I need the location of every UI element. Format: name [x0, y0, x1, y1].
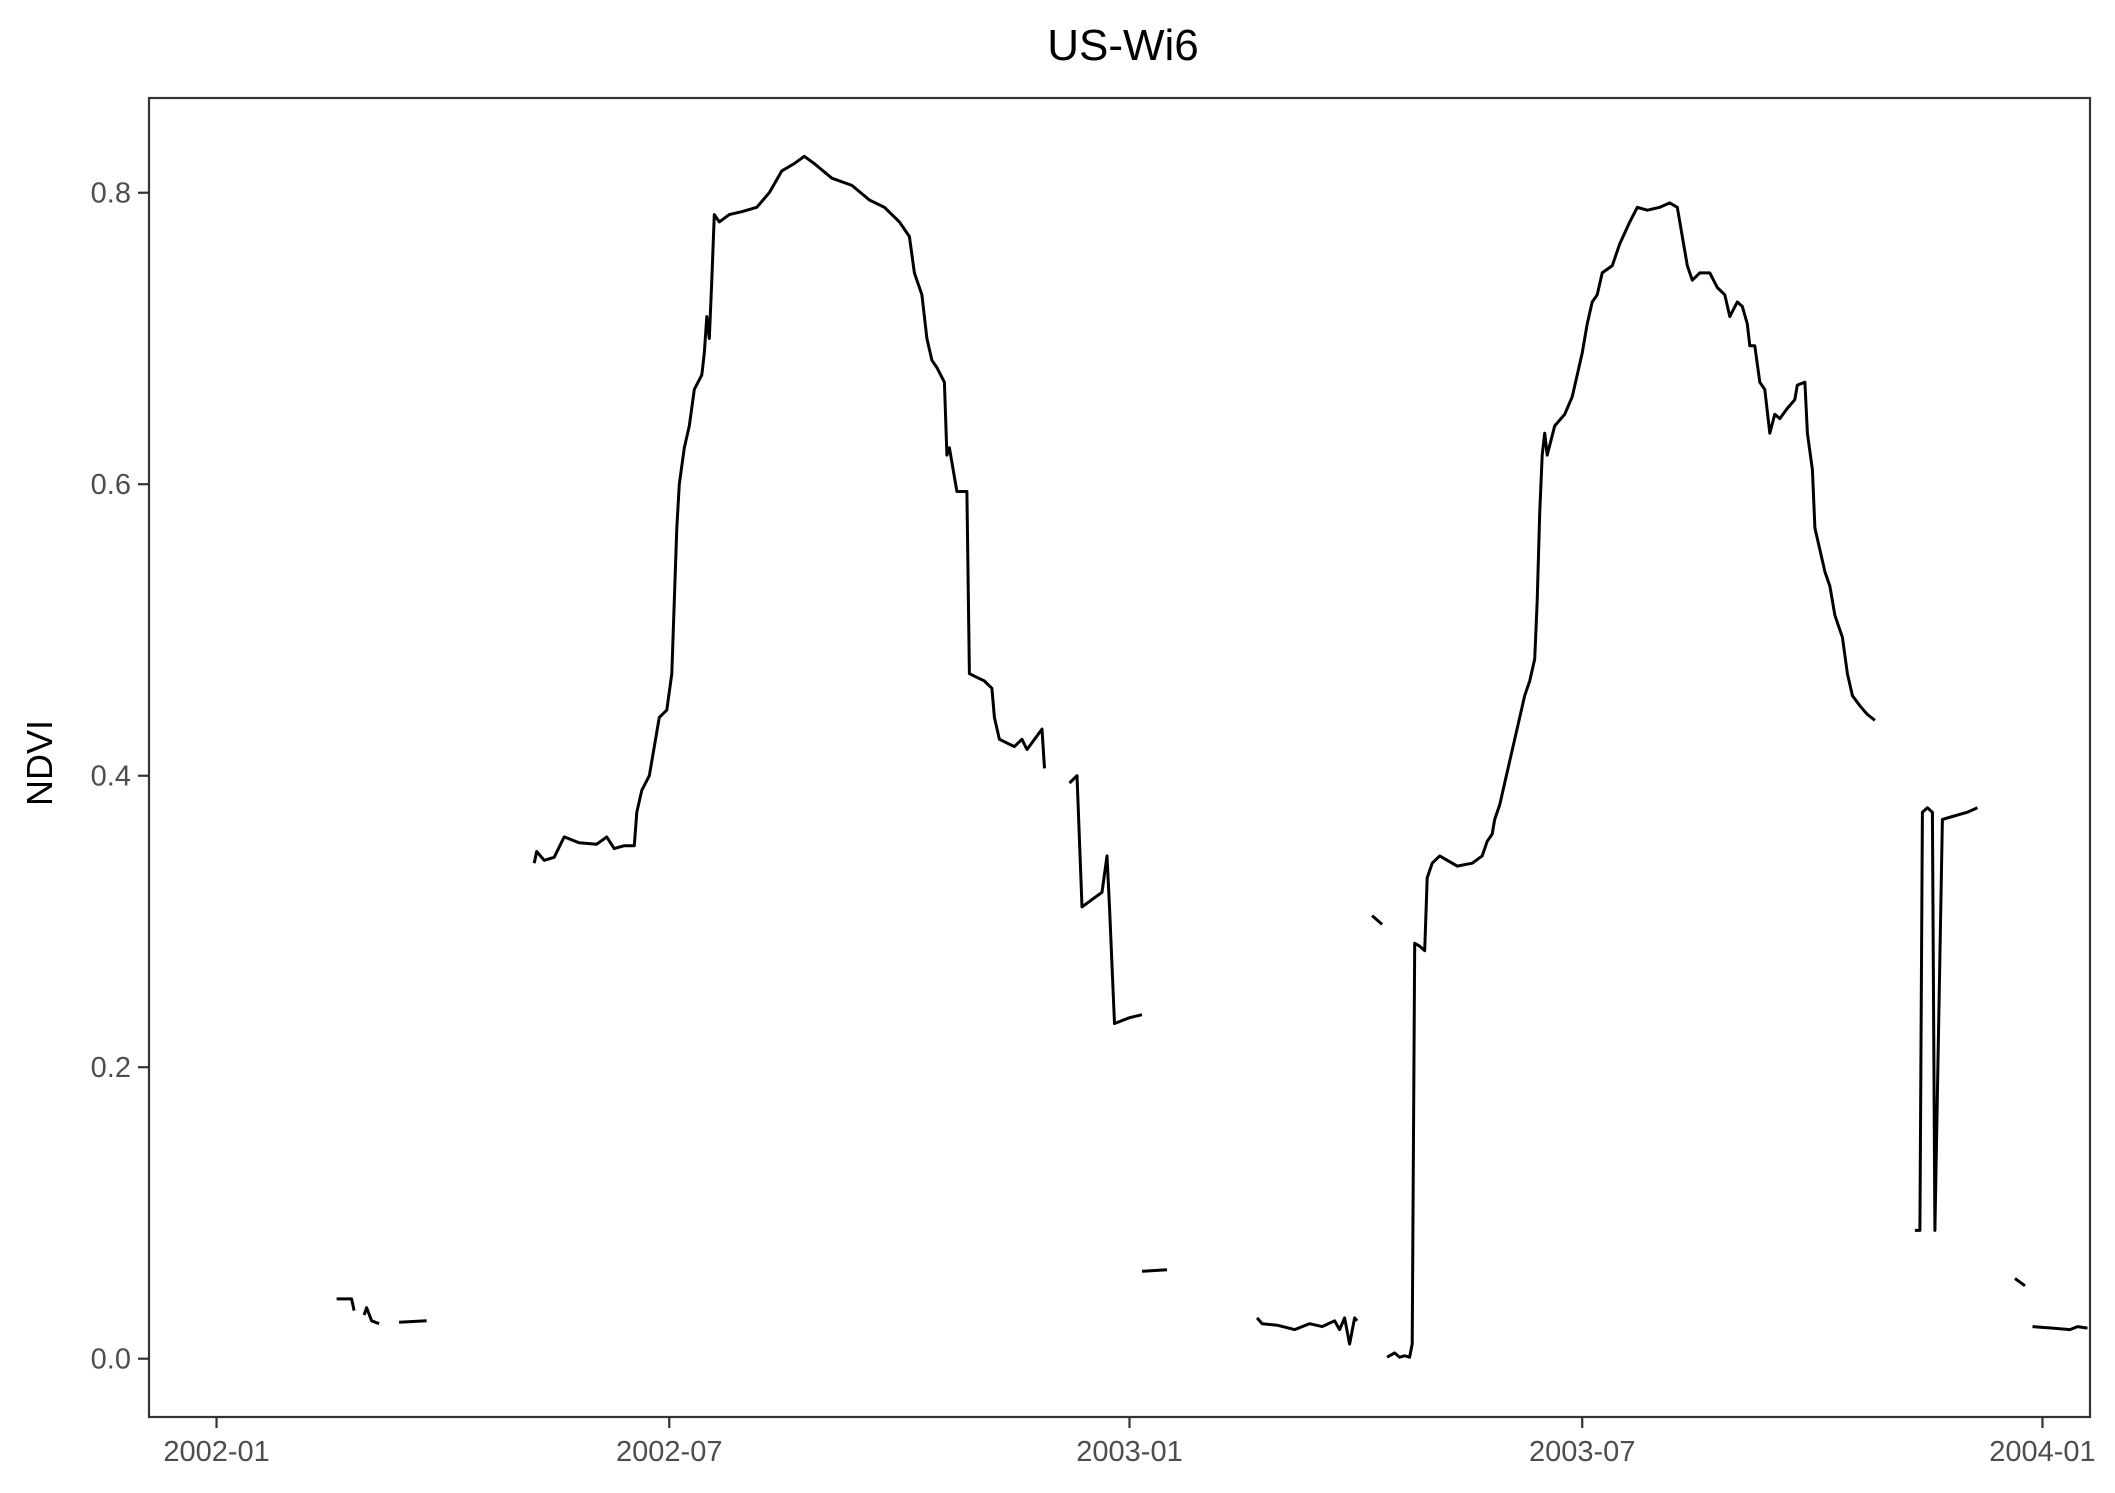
- chart-title: US-Wi6: [1047, 21, 1199, 70]
- ndvi-line-segment: [399, 1319, 427, 1324]
- ndvi-line-segment: [336, 1297, 356, 1311]
- y-tick-label: 0.4: [91, 761, 131, 793]
- ndvi-line-segment: [1386, 201, 1876, 1359]
- y-tick-label: 0.2: [91, 1052, 131, 1084]
- x-tick-label: 2003-07: [1529, 1436, 1635, 1468]
- ndvi-line-segment: [1371, 914, 1384, 926]
- y-axis: 0.0 0.2 0.4 0.6 0.8: [91, 178, 149, 1376]
- ndvi-line-segment: [1914, 806, 1979, 1232]
- ndvi-line-segment: [1068, 774, 1143, 1025]
- ndvi-line-segment: [2032, 1325, 2088, 1332]
- ndvi-line-segment: [2014, 1277, 2026, 1288]
- ndvi-line-segment: [1255, 1316, 1359, 1346]
- x-tick-label: 2003-01: [1076, 1436, 1182, 1468]
- ndvi-line-segment: [1141, 1268, 1168, 1273]
- y-axis-label: NDVI: [19, 720, 60, 806]
- y-tick-label: 0.0: [91, 1344, 131, 1376]
- ndvi-line-segment: [362, 1306, 380, 1326]
- plot-panel: [147, 96, 2092, 1419]
- x-tick-label: 2002-07: [616, 1436, 722, 1468]
- x-tick-label: 2004-01: [1989, 1436, 2095, 1468]
- y-tick-label: 0.8: [91, 178, 131, 210]
- ndvi-line-segment: [532, 154, 1046, 864]
- y-tick-label: 0.6: [91, 469, 131, 501]
- x-tick-label: 2002-01: [163, 1436, 269, 1468]
- ndvi-series: [336, 154, 2088, 1359]
- x-axis: 2002-01 2002-07 2003-01 2003-07 2004-01: [163, 1417, 2096, 1468]
